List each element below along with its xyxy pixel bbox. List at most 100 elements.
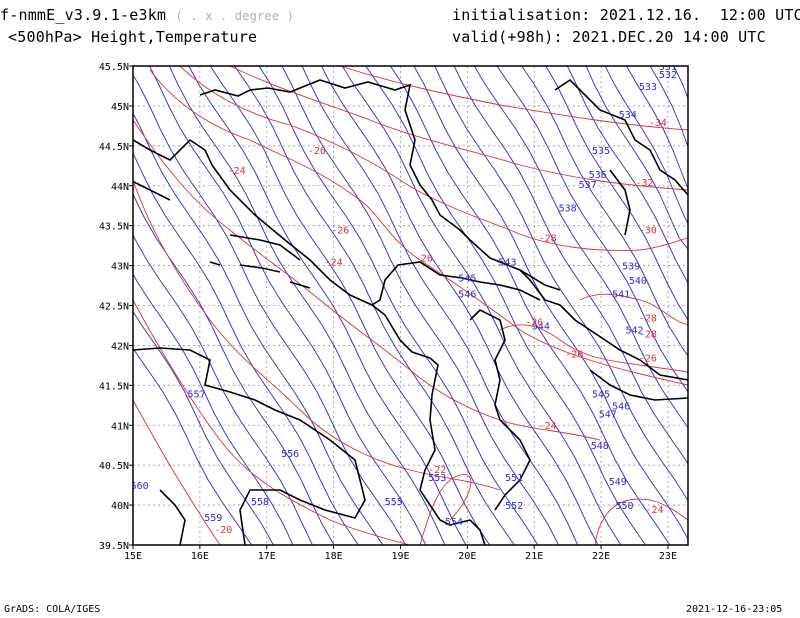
- x-tick-label: 22E: [592, 551, 610, 562]
- y-tick-label: 40N: [111, 501, 129, 512]
- height-contour: [209, 66, 491, 545]
- coastline: [469, 519, 486, 545]
- height-label: 538: [559, 203, 577, 214]
- temperature-contour: [133, 299, 411, 545]
- height-contour: [473, 66, 688, 429]
- height-label: 560: [131, 481, 149, 492]
- y-tick-label: 45N: [111, 102, 129, 113]
- height-label: 549: [609, 477, 627, 488]
- height-contour: [389, 66, 671, 545]
- height-contour: [604, 66, 688, 225]
- x-tick-label: 17E: [258, 551, 276, 562]
- height-contour: [133, 193, 335, 545]
- height-contour: [133, 273, 294, 545]
- height-contour: [365, 66, 647, 545]
- height-label: 534: [619, 110, 637, 121]
- height-label: 535: [592, 146, 610, 157]
- height-contour: [133, 151, 359, 545]
- valid-time: valid(+98h): 2021.DEC.20 14:00 UTC: [452, 28, 766, 46]
- temperature-label: -20: [214, 525, 232, 536]
- height-label: 543: [498, 258, 516, 269]
- temperature-label: -26: [331, 226, 349, 237]
- height-contours: [133, 40, 800, 568]
- temperature-contour: [133, 399, 221, 545]
- height-label: 540: [629, 276, 647, 287]
- x-tick-label: 23E: [659, 551, 677, 562]
- height-contour: [496, 66, 688, 393]
- height-contour: [791, 40, 800, 568]
- temperature-label: -24: [646, 505, 664, 516]
- temperature-contour: [179, 66, 688, 251]
- temperature-contour: [499, 324, 688, 373]
- temperature-label: -32: [636, 178, 654, 189]
- x-tick-label: 19E: [391, 551, 409, 562]
- coastline: [469, 309, 531, 511]
- x-tick-label: 20E: [458, 551, 476, 562]
- coastline: [609, 169, 631, 236]
- height-label: 558: [251, 497, 269, 508]
- height-label: 548: [591, 441, 609, 452]
- height-contour: [301, 66, 579, 545]
- height-contour: [168, 66, 446, 545]
- y-tick-label: 40.5N: [99, 461, 129, 472]
- height-contour: [727, 40, 800, 568]
- height-label: 545: [592, 389, 610, 400]
- height-label: 532: [659, 70, 677, 81]
- y-tick-label: 42N: [111, 341, 129, 352]
- height-contour: [133, 112, 384, 545]
- height-contour: [133, 234, 314, 545]
- height-contour: [684, 40, 800, 568]
- temperature-label: -26: [525, 317, 543, 328]
- height-contour: [545, 66, 688, 321]
- temperature-label: -34: [649, 118, 667, 129]
- height-contour: [566, 66, 688, 284]
- latitude-tick-labels: 39.5N 40N 40.5N 41N 41.5N 42N 42.5N 43N 43.5N 44N…: [99, 62, 133, 552]
- height-label: 554: [445, 517, 463, 528]
- model-subtitle: ( . x . degree ): [175, 9, 295, 23]
- height-label: 539: [622, 262, 640, 273]
- temperature-contour: [339, 66, 688, 131]
- coastline: [589, 369, 688, 401]
- x-tick-label: 15E: [124, 551, 142, 562]
- height-label: 547: [599, 409, 617, 420]
- coastlines-borders: [133, 78, 688, 545]
- coastline: [199, 79, 561, 291]
- height-contour: [133, 74, 407, 545]
- height-label: 542: [625, 325, 643, 336]
- temperature-label: -22: [428, 465, 446, 476]
- temperature-label: -28: [539, 234, 557, 245]
- height-contour: [341, 66, 622, 545]
- height-label: 555: [385, 497, 403, 508]
- y-tick-label: 45.5N: [99, 62, 129, 73]
- x-tick-label: 18E: [325, 551, 343, 562]
- coastline: [159, 489, 186, 545]
- height-contour: [281, 66, 560, 545]
- temperature-contours: [133, 66, 688, 545]
- height-labels: 5315325335345355365375385395405415435455…: [131, 66, 677, 528]
- coastline: [371, 261, 541, 306]
- height-contour: [413, 66, 688, 541]
- y-tick-label: 41N: [111, 421, 129, 432]
- height-label: 537: [579, 180, 597, 191]
- temperature-contour: [419, 474, 472, 545]
- height-contour: [133, 347, 253, 545]
- height-contour: [585, 66, 688, 250]
- y-tick-label: 43N: [111, 262, 129, 273]
- temperature-contour: [133, 119, 601, 441]
- y-tick-label: 42.5N: [99, 302, 129, 313]
- footer-credit: GrADS: COLA/IGES: [4, 604, 101, 615]
- level-title: <500hPa> Height,Temperature: [8, 28, 258, 46]
- temperature-label: -24: [325, 258, 343, 269]
- height-contour: [320, 66, 599, 545]
- coastline: [133, 180, 311, 289]
- temperature-label: -28: [639, 329, 657, 340]
- temperature-label: -26: [308, 146, 326, 157]
- height-label: 536: [589, 170, 607, 181]
- height-label: 550: [615, 501, 633, 512]
- temperature-contour: [149, 69, 688, 386]
- height-contour: [625, 66, 688, 190]
- y-tick-label: 44.5N: [99, 142, 129, 153]
- coastline: [554, 78, 688, 196]
- x-tick-label: 21E: [525, 551, 543, 562]
- temperature-contour: [229, 66, 688, 191]
